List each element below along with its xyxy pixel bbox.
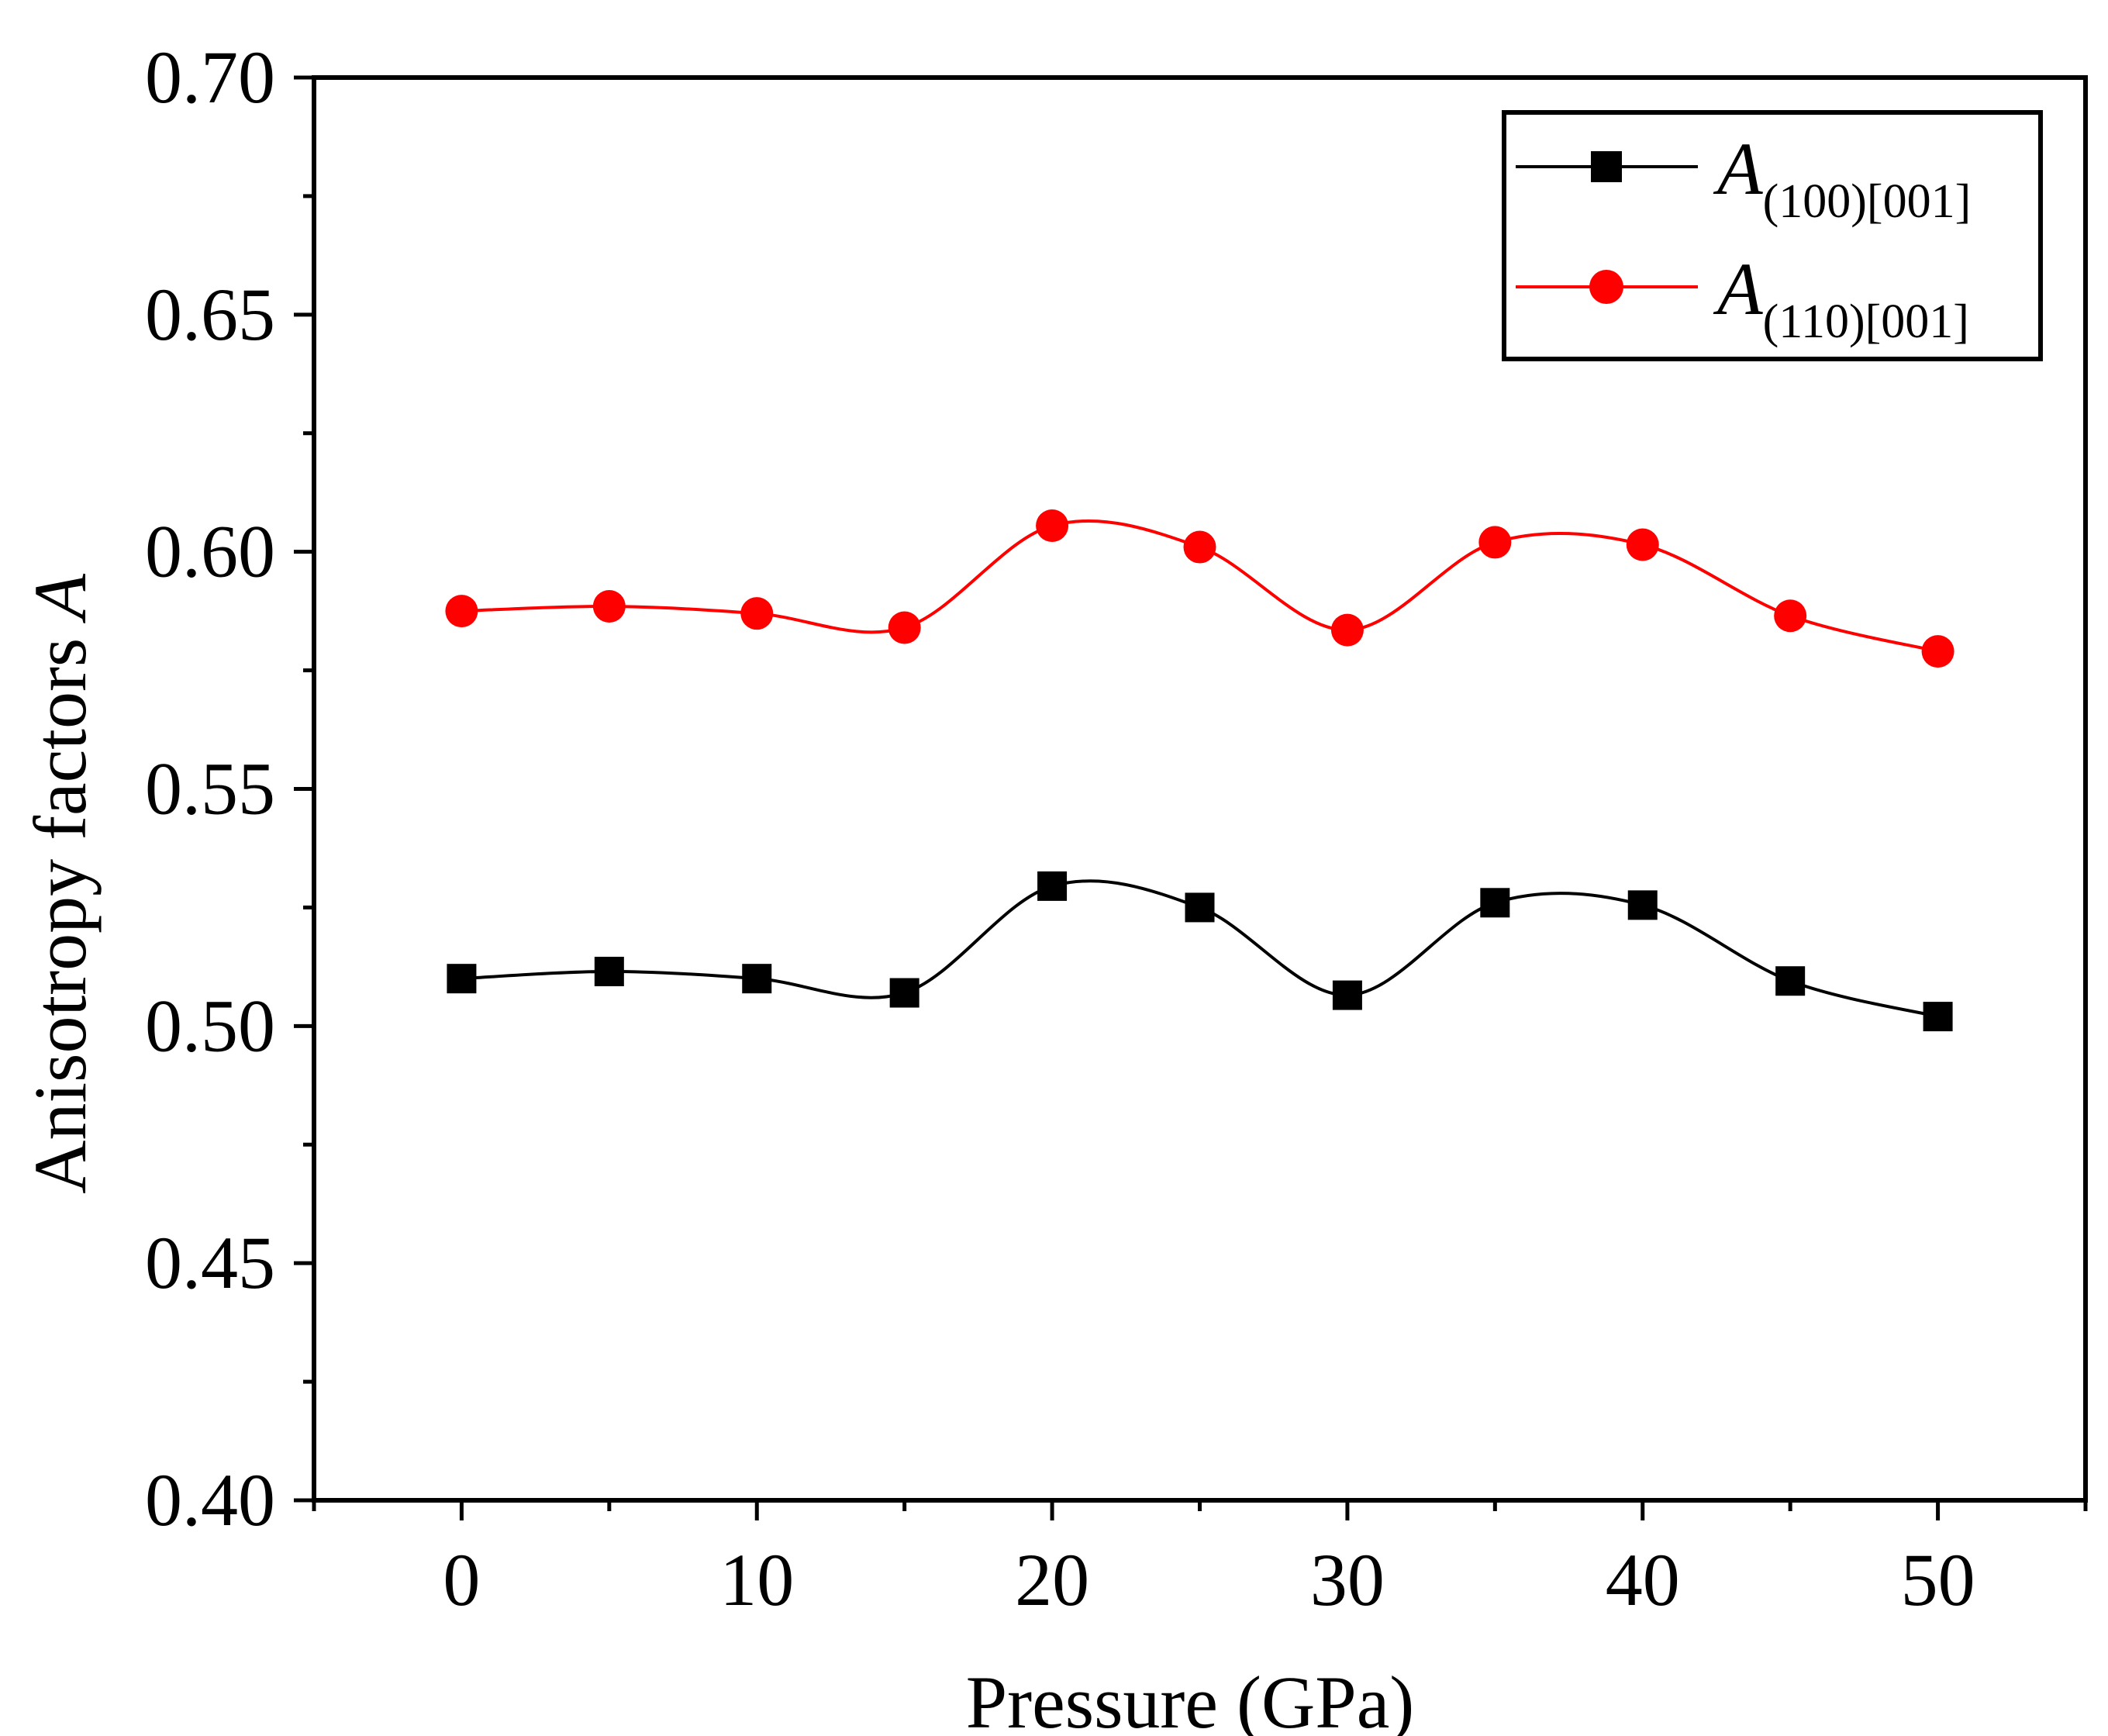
data-point-square — [742, 964, 772, 994]
legend-subscript-series-2: (110)[001] — [1763, 295, 1969, 348]
data-point-square — [1185, 892, 1215, 923]
y-tick-label: 0.45 — [145, 1221, 275, 1304]
y-tick-label: 0.40 — [145, 1458, 275, 1541]
y-tick-label: 0.55 — [145, 747, 275, 830]
x-axis-title: Pressure (GPa) — [966, 1661, 1415, 1736]
data-point-square — [1332, 980, 1362, 1010]
data-point-circle — [592, 590, 626, 623]
x-tick-label: 40 — [1606, 1538, 1680, 1621]
data-point-square — [1775, 966, 1806, 996]
legend-marker-circle — [1589, 270, 1623, 304]
data-point-circle — [1478, 526, 1512, 559]
x-tick-label: 50 — [1901, 1538, 1975, 1621]
data-point-square — [889, 978, 919, 1008]
y-axis-ticks: 0.40 0.45 0.50 0.55 0.60 0.65 0.70 — [145, 36, 314, 1541]
data-point-square — [1627, 890, 1658, 920]
series-2 — [445, 509, 1954, 668]
data-point-circle — [740, 597, 774, 630]
y-tick-label: 0.70 — [145, 36, 275, 119]
series-layer — [445, 509, 1954, 1032]
data-point-circle — [888, 611, 921, 644]
x-tick-label: 0 — [443, 1538, 480, 1621]
legend: A(100)[001] A(110)[001] — [1502, 110, 2043, 361]
data-point-circle — [1036, 509, 1069, 543]
data-point-square — [1480, 888, 1510, 918]
y-tick-label: 0.50 — [145, 984, 275, 1067]
x-axis-ticks: 0 10 20 30 40 50 — [312, 1500, 2088, 1621]
data-point-circle — [1330, 613, 1364, 647]
data-point-square — [594, 956, 624, 986]
legend-symbol-series-1: A — [1713, 127, 1763, 210]
y-axis-title: Anisotropy factors A — [19, 574, 102, 1194]
legend-subscript-series-1: (100)[001] — [1763, 175, 1972, 228]
y-tick-label: 0.60 — [145, 510, 275, 593]
data-point-circle — [1921, 635, 1954, 668]
data-point-square — [1923, 1002, 1953, 1032]
legend-marker-square — [1591, 151, 1622, 182]
y-tick-label: 0.65 — [145, 273, 275, 356]
data-point-square — [447, 964, 477, 994]
legend-label-series-1: A(100)[001] — [1713, 127, 1971, 228]
x-tick-label: 10 — [719, 1538, 794, 1621]
data-point-circle — [1626, 528, 1659, 561]
legend-symbol-series-2: A — [1713, 247, 1763, 330]
data-point-circle — [1183, 530, 1216, 564]
data-point-circle — [1774, 599, 1807, 633]
y-axis-title-symbol: A — [19, 574, 102, 624]
x-tick-label: 20 — [1015, 1538, 1089, 1621]
data-point-circle — [445, 595, 478, 628]
series-1 — [447, 871, 1953, 1032]
x-tick-label: 30 — [1310, 1538, 1385, 1621]
y-axis-title-text: Anisotropy factors — [19, 620, 102, 1194]
legend-label-series-2: A(110)[001] — [1713, 247, 1969, 348]
data-point-square — [1037, 871, 1068, 901]
